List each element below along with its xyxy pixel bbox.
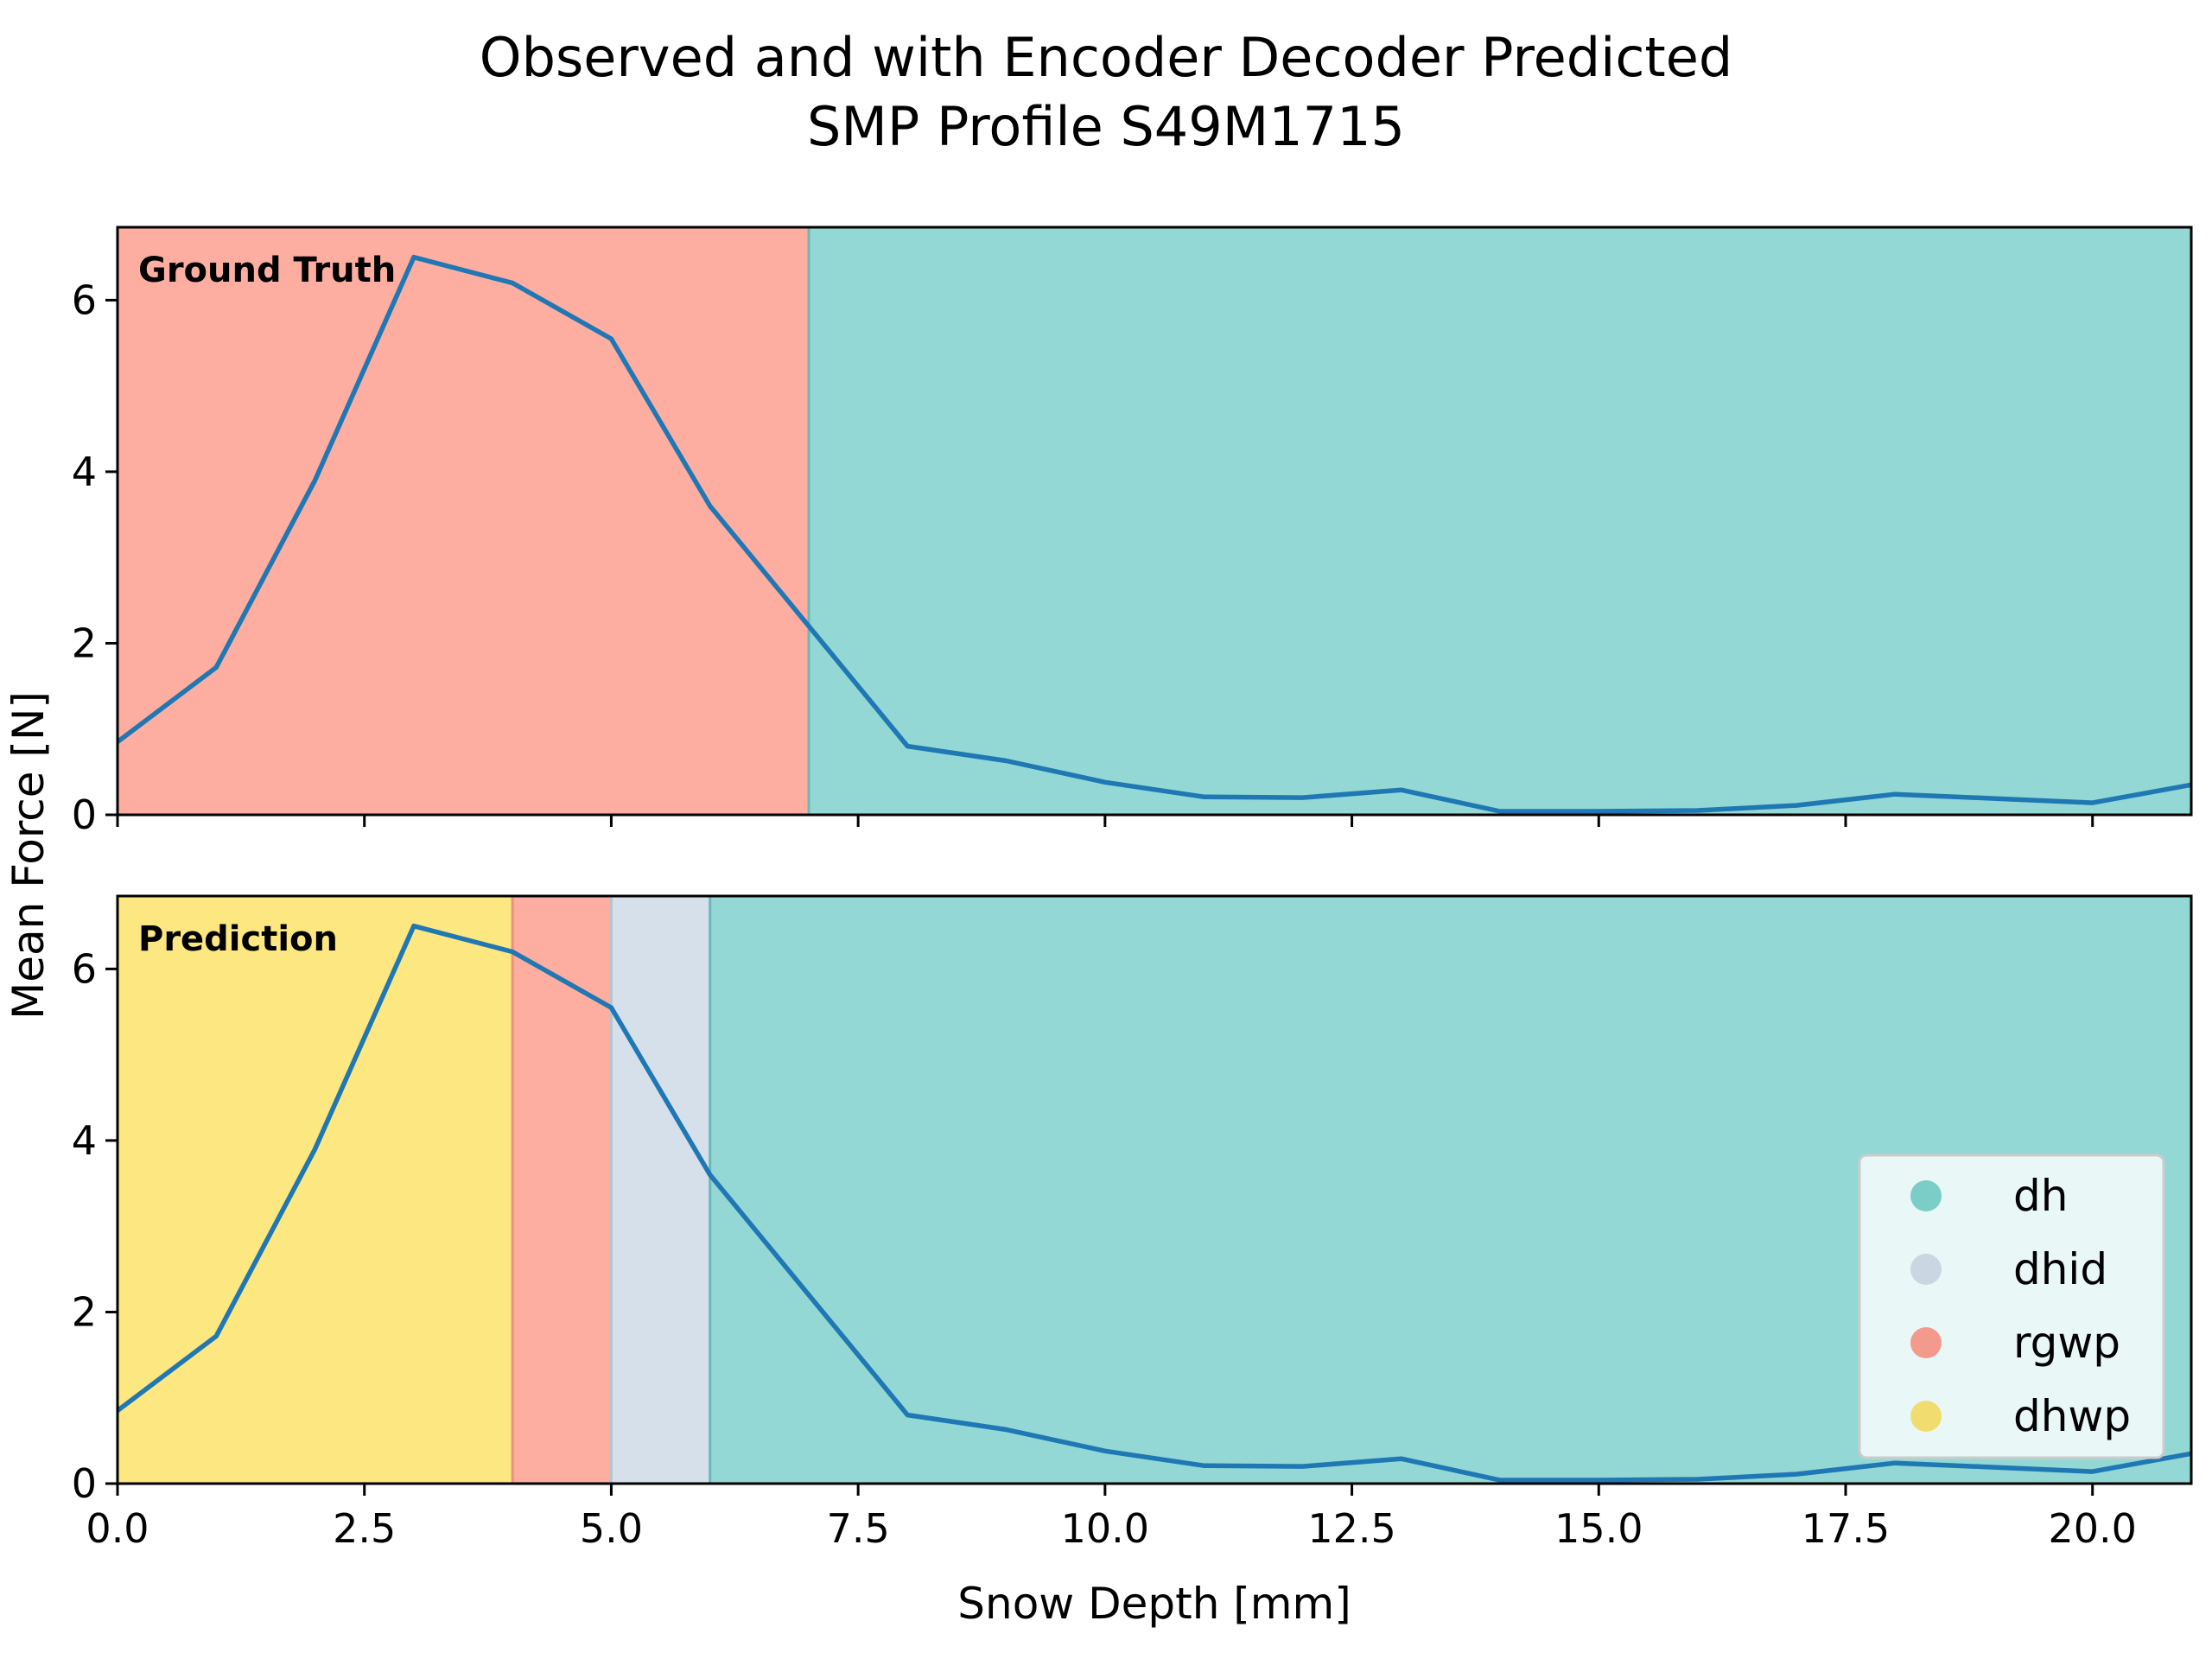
legend-marker-rgwp xyxy=(1910,1327,1942,1358)
legend-label-rgwp: rgwp xyxy=(2013,1318,2120,1368)
x-tick-label: 10.0 xyxy=(1061,1505,1149,1552)
x-axis-label: Snow Depth [mm] xyxy=(957,1579,1351,1629)
region-dhwp xyxy=(118,896,513,1484)
region-rgwp xyxy=(118,227,809,815)
x-tick-label: 15.0 xyxy=(1554,1505,1643,1552)
y-axis-label: Mean Force [N] xyxy=(3,691,54,1020)
chart-panels: 0 2 4 6 Ground Truth 0 2 4 6 0.0 2.5 5.0 7.5 10.0 12.5… xyxy=(72,226,2193,1552)
axes-frame xyxy=(116,894,2193,1485)
x-tick-label: 0.0 xyxy=(86,1505,149,1552)
x-tick-label: 5.0 xyxy=(580,1505,643,1552)
y-tick-label: 6 xyxy=(72,945,97,992)
region-rgwp xyxy=(512,896,612,1484)
data-line xyxy=(116,254,2192,814)
region-dhid xyxy=(611,896,710,1484)
legend-label-dhid: dhid xyxy=(2013,1244,2107,1294)
legend-marker-dhid xyxy=(1910,1254,1942,1285)
y-tick-label: 0 xyxy=(72,1460,97,1507)
y-tick-label: 0 xyxy=(72,791,97,838)
y-tick-label: 2 xyxy=(72,620,97,666)
y-tick-label: 4 xyxy=(72,1117,97,1164)
legend-label-dhwp: dhwp xyxy=(2013,1391,2131,1441)
prediction-label: Prediction xyxy=(138,919,338,959)
legend-label-dh: dh xyxy=(2013,1171,2068,1221)
x-tick-label: 12.5 xyxy=(1307,1505,1395,1552)
legend-marker-dh xyxy=(1910,1180,1942,1211)
chart-title-line: Observed and with Encoder Decoder Predic… xyxy=(480,26,1732,89)
legend: dh dhid rgwp dhwp xyxy=(1858,1154,2165,1459)
chart-title: Observed and with Encoder Decoder Predic… xyxy=(480,26,1732,158)
region-dh xyxy=(809,227,2191,815)
axes-frame xyxy=(116,226,2193,817)
legend-marker-dhwp xyxy=(1910,1401,1942,1432)
legend-frame xyxy=(1858,1154,2165,1459)
ground-truth-label: Ground Truth xyxy=(138,251,396,290)
x-tick-label: 17.5 xyxy=(1802,1505,1890,1552)
y-tick-label: 2 xyxy=(72,1288,97,1335)
x-tick-label: 7.5 xyxy=(827,1505,890,1552)
chart-title-line: SMP Profile S49M1715 xyxy=(807,95,1405,158)
x-tick-label: 20.0 xyxy=(2049,1505,2137,1552)
x-tick-label: 2.5 xyxy=(333,1505,396,1552)
data-line xyxy=(116,923,2192,1483)
y-tick-label: 6 xyxy=(72,276,97,323)
y-tick-label: 4 xyxy=(72,448,97,495)
ground-truth-panel: 0 2 4 6 Ground Truth xyxy=(72,226,2193,838)
